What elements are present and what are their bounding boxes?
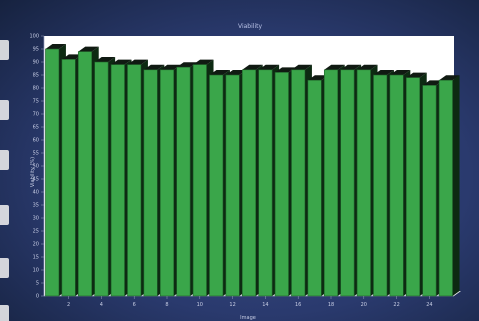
bar xyxy=(323,69,339,297)
bar xyxy=(225,74,240,297)
y-tick-label: 15 xyxy=(33,255,39,261)
bar xyxy=(127,64,142,297)
x-tick-label: 18 xyxy=(328,302,334,308)
bar-top xyxy=(439,75,460,81)
y-tick-label: 55 xyxy=(33,151,39,157)
bar-top xyxy=(111,59,132,65)
y-tick-label: 25 xyxy=(33,229,39,235)
bar xyxy=(159,69,175,297)
bar-top xyxy=(406,72,427,78)
bar xyxy=(61,59,76,297)
bar xyxy=(77,51,93,297)
x-tick-label: 14 xyxy=(262,302,268,308)
x-tick-label: 6 xyxy=(133,302,136,308)
y-tick-label: 40 xyxy=(33,190,39,196)
screen-edge-tab xyxy=(0,40,9,60)
bar-top xyxy=(176,62,198,68)
chart-subtitle: Viability xyxy=(238,23,262,30)
bar-top xyxy=(45,44,66,49)
x-tick-label: 16 xyxy=(295,302,301,308)
bar xyxy=(274,72,289,297)
y-tick-label: 45 xyxy=(33,177,39,183)
bar-top xyxy=(209,70,230,75)
x-axis-label: Image xyxy=(240,315,256,321)
bar-side xyxy=(452,75,460,296)
y-tick-label: 5 xyxy=(36,281,39,287)
bar xyxy=(110,64,125,297)
bar-top xyxy=(94,57,116,62)
y-tick-label: 35 xyxy=(33,203,39,209)
screen-edge-tab xyxy=(0,205,9,225)
x-tick-label: 24 xyxy=(426,302,432,308)
bar-top xyxy=(307,75,329,81)
x-tick-label: 2 xyxy=(67,302,70,308)
y-tick-label: 50 xyxy=(33,164,39,170)
bar-top xyxy=(193,59,214,65)
y-tick-label: 10 xyxy=(33,268,39,274)
bar xyxy=(45,48,60,297)
x-tick-label: 10 xyxy=(197,302,203,308)
screen-edge-tab xyxy=(0,100,9,120)
bar xyxy=(307,79,322,297)
y-tick-label: 65 xyxy=(33,125,39,131)
bar-top xyxy=(127,59,148,65)
x-tick-label: 20 xyxy=(361,302,367,308)
bar-top xyxy=(291,64,312,70)
bar xyxy=(373,74,388,297)
bar xyxy=(422,85,437,297)
bar-top xyxy=(242,64,263,70)
bar-top xyxy=(340,64,362,70)
screen-edge-tab xyxy=(0,305,9,321)
y-tick-label: 0 xyxy=(36,294,39,300)
x-tick-label: 8 xyxy=(165,302,168,308)
bar-top xyxy=(225,70,247,75)
bar-top xyxy=(389,70,411,75)
y-tick-label: 75 xyxy=(33,99,39,105)
bar xyxy=(143,69,158,297)
bar xyxy=(405,77,421,297)
bar-top xyxy=(61,54,83,60)
bar-top xyxy=(160,64,181,70)
y-tick-label: 70 xyxy=(33,112,39,118)
bar xyxy=(258,69,273,297)
y-tick-label: 30 xyxy=(33,216,39,222)
bar xyxy=(340,69,355,297)
y-tick-label: 80 xyxy=(33,86,39,92)
bar-top xyxy=(143,64,165,70)
bar xyxy=(291,69,306,297)
bar xyxy=(192,64,207,297)
bar xyxy=(241,69,257,297)
bar xyxy=(356,69,371,297)
bar-top xyxy=(78,46,99,52)
bar-top xyxy=(422,80,444,86)
bar xyxy=(94,61,109,297)
bar-top xyxy=(275,67,296,73)
x-tick-label: 12 xyxy=(229,302,235,308)
y-tick-label: 100 xyxy=(29,34,39,40)
bar xyxy=(389,74,404,297)
bar xyxy=(176,66,191,297)
screen-edge-tab xyxy=(0,258,9,278)
y-tick-label: 20 xyxy=(33,242,39,248)
y-tick-label: 60 xyxy=(33,138,39,144)
y-tick-label: 95 xyxy=(33,47,39,53)
bar xyxy=(438,79,453,297)
y-axis-label: Viability (%) xyxy=(30,157,36,187)
y-tick-label: 90 xyxy=(33,60,39,66)
y-tick-label: 85 xyxy=(33,73,39,79)
x-tick-label: 22 xyxy=(393,302,399,308)
x-tick-label: 4 xyxy=(100,302,103,308)
bar-top xyxy=(258,64,280,70)
plot-area: 0 5 10 15 20 25 30 35 40 45 50 55 60 65 70 75 80 85 90 95 10… xyxy=(29,34,461,308)
bar-top xyxy=(373,70,394,75)
bar-top xyxy=(357,64,378,70)
bar-top xyxy=(324,64,345,70)
bar xyxy=(209,74,224,297)
screen-edge-tab xyxy=(0,150,9,170)
